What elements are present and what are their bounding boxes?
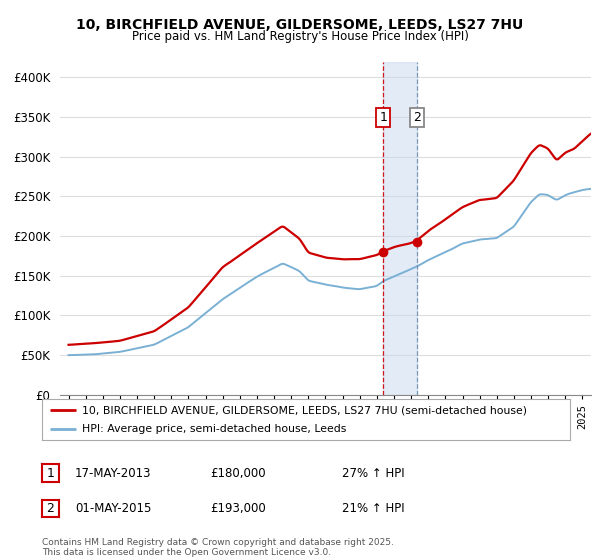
- Text: 21% ↑ HPI: 21% ↑ HPI: [342, 502, 404, 515]
- Text: 17-MAY-2013: 17-MAY-2013: [75, 466, 151, 480]
- Text: 10, BIRCHFIELD AVENUE, GILDERSOME, LEEDS, LS27 7HU: 10, BIRCHFIELD AVENUE, GILDERSOME, LEEDS…: [76, 18, 524, 32]
- Text: 01-MAY-2015: 01-MAY-2015: [75, 502, 151, 515]
- Text: £180,000: £180,000: [210, 466, 266, 480]
- Bar: [383, 62, 417, 395]
- Text: 2: 2: [413, 111, 421, 124]
- Text: 10, BIRCHFIELD AVENUE, GILDERSOME, LEEDS, LS27 7HU (semi-detached house): 10, BIRCHFIELD AVENUE, GILDERSOME, LEEDS…: [82, 405, 527, 415]
- Text: Price paid vs. HM Land Registry's House Price Index (HPI): Price paid vs. HM Land Registry's House …: [131, 30, 469, 43]
- Text: 1: 1: [46, 466, 55, 480]
- Text: 1: 1: [379, 111, 388, 124]
- Text: 27% ↑ HPI: 27% ↑ HPI: [342, 466, 404, 480]
- Text: HPI: Average price, semi-detached house, Leeds: HPI: Average price, semi-detached house,…: [82, 424, 346, 433]
- Text: Contains HM Land Registry data © Crown copyright and database right 2025.
This d: Contains HM Land Registry data © Crown c…: [42, 538, 394, 557]
- Text: 2: 2: [46, 502, 55, 515]
- Text: £193,000: £193,000: [210, 502, 266, 515]
